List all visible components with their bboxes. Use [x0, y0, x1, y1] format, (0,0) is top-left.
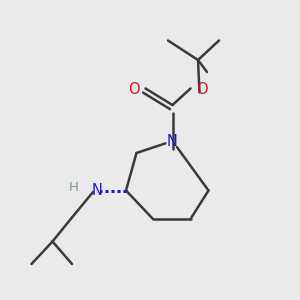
Text: N: N [167, 134, 178, 148]
Text: O: O [128, 82, 139, 98]
Text: O: O [196, 82, 207, 98]
Text: N: N [91, 183, 102, 198]
Text: H: H [69, 181, 78, 194]
